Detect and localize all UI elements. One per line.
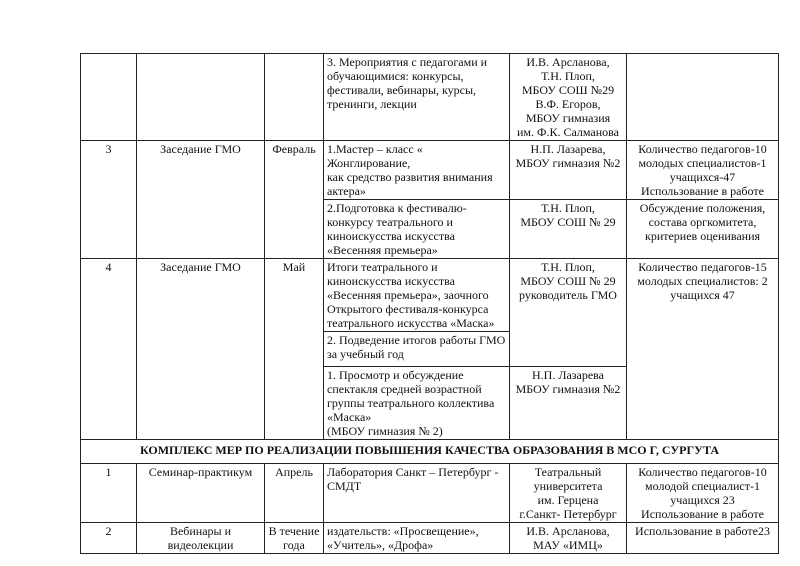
cell-empty (136, 53, 265, 141)
cell-empty (626, 53, 779, 141)
responsible-cell: Т.Н. Плоп, МБОУ СОШ № 29 (509, 199, 627, 259)
activity-cell: 3. Мероприятия с педагогами и обучающими… (323, 53, 510, 141)
activity-cell: 1.Мастер – класс « Жонглирование, как ср… (323, 140, 510, 200)
activity-cell: 2. Подведение итогов работы ГМО за учебн… (323, 331, 510, 367)
responsible-cell: И.В. Арсланова, МАУ «ИМЦ» (509, 522, 627, 554)
section-header: КОМПЛЕКС МЕР ПО РЕАЛИЗАЦИИ ПОВЫШЕНИЯ КАЧ… (80, 439, 779, 464)
table-row: 1. Просмотр и обсуждение спектакля средн… (81, 366, 779, 440)
table-row: 2. Подведение итогов работы ГМО за учебн… (81, 331, 779, 367)
responsible-cell: Т.Н. Плоп, МБОУ СОШ № 29 руководитель ГМ… (509, 258, 627, 367)
month-cell: Февраль (264, 140, 324, 259)
plan-table: 3. Мероприятия с педагогами и обучающими… (80, 53, 779, 554)
responsible-cell: Н.П. Лазарева, МБОУ гимназия №2 (509, 140, 627, 200)
month-cell: Апрель (264, 463, 324, 523)
table-row: 4 Заседание ГМО Май Итоги театрального и… (80, 258, 779, 440)
section-header-row: КОМПЛЕКС МЕР ПО РЕАЛИЗАЦИИ ПОВЫШЕНИЯ КАЧ… (80, 439, 779, 464)
number-cell: 1 (80, 463, 137, 523)
result-cell: Количество педагогов-15 молодых специали… (626, 258, 779, 440)
responsible-cell: И.В. Арсланова, Т.Н. Плоп, МБОУ СОШ №29 … (509, 53, 627, 141)
table-row: 1 Семинар-практикум Апрель Лаборатория С… (80, 463, 779, 523)
result-cell: Количество педагогов-10 молодых специали… (626, 140, 779, 200)
table-row: 3 Заседание ГМО Февраль 1.Мастер – класс… (80, 140, 779, 259)
cell-empty (80, 53, 137, 141)
number-cell: 4 (80, 258, 137, 440)
responsible-cell: Н.П. Лазарева МБОУ гимназия №2 (509, 366, 627, 440)
month-cell: Май (264, 258, 324, 440)
activity-cell: 2.Подготовка к фестивалю- конкурсу театр… (323, 199, 510, 259)
number-cell: 2 (80, 522, 137, 554)
table-row: 2 Вебинары и видеолекции В течение года … (80, 522, 779, 554)
cell-empty (264, 53, 324, 141)
responsible-cell: Театральный университета им. Герцена г.С… (509, 463, 627, 523)
table-row: 3. Мероприятия с педагогами и обучающими… (80, 53, 779, 141)
month-cell: В течение года (264, 522, 324, 554)
form-cell: Заседание ГМО (136, 140, 265, 259)
form-cell: Заседание ГМО (136, 258, 265, 440)
activity-cell: 1. Просмотр и обсуждение спектакля средн… (323, 366, 510, 440)
number-cell: 3 (80, 140, 137, 259)
activity-cell: Итоги театрального и киноискусства искус… (323, 258, 510, 332)
table-row: 2.Подготовка к фестивалю- конкурсу театр… (81, 199, 779, 259)
activity-cell: издательств: «Просвещение», «Учитель», «… (323, 522, 510, 554)
result-cell: Количество педагогов-10 молодой специали… (626, 463, 779, 523)
result-cell: Использование в работе23 (626, 522, 779, 554)
activity-cell: Лаборатория Санкт – Петербург - СМДТ (323, 463, 510, 523)
form-cell: Семинар-практикум (136, 463, 265, 523)
form-cell: Вебинары и видеолекции (136, 522, 265, 554)
result-cell: Обсуждение положения, состава оргкомитет… (626, 199, 779, 259)
